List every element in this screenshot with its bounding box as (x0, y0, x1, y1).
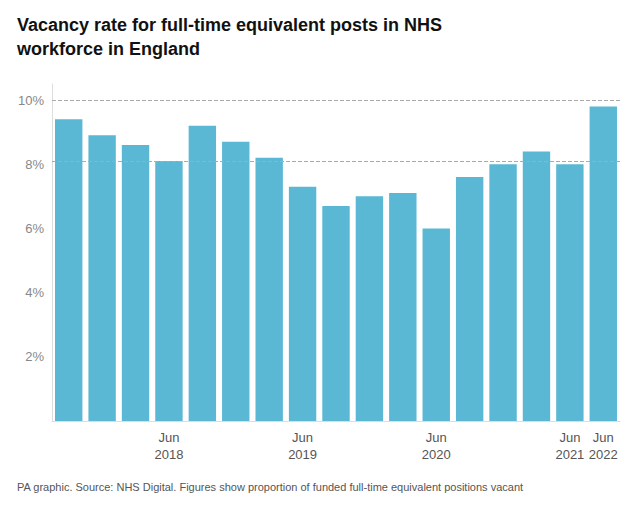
svg-text:Jun: Jun (426, 430, 447, 445)
svg-text:PA graphic. Source: NHS Digita: PA graphic. Source: NHS Digital. Figures… (17, 481, 523, 493)
svg-text:Jun: Jun (158, 430, 179, 445)
svg-text:8%: 8% (25, 157, 44, 172)
svg-text:Vacancy rate for full-time equ: Vacancy rate for full-time equivalent po… (17, 15, 442, 35)
svg-text:10%: 10% (18, 93, 44, 108)
svg-text:2018: 2018 (154, 447, 183, 462)
svg-text:2021: 2021 (555, 447, 584, 462)
svg-text:Jun: Jun (292, 430, 313, 445)
svg-text:2020: 2020 (422, 447, 451, 462)
svg-text:4%: 4% (25, 285, 44, 300)
svg-text:2022: 2022 (589, 447, 618, 462)
svg-text:workforce in England: workforce in England (16, 39, 200, 59)
svg-text:2%: 2% (25, 349, 44, 364)
svg-text:Jun: Jun (559, 430, 580, 445)
svg-text:6%: 6% (25, 221, 44, 236)
svg-text:2019: 2019 (288, 447, 317, 462)
svg-text:Jun: Jun (593, 430, 614, 445)
